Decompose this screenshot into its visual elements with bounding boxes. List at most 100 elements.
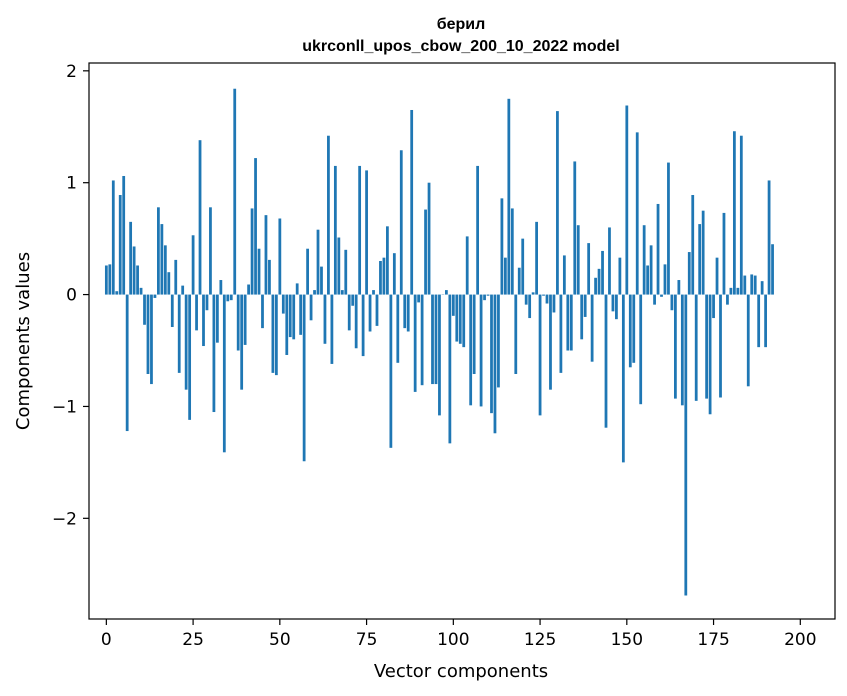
- y-tick-label: 2: [66, 62, 77, 82]
- bar: [528, 294, 532, 319]
- bar: [476, 165, 480, 295]
- y-tick-label: 1: [66, 174, 77, 194]
- bar: [625, 105, 629, 295]
- bar: [247, 284, 250, 295]
- bar: [458, 294, 462, 344]
- bar: [285, 294, 289, 355]
- bar: [299, 294, 303, 335]
- bar: [483, 294, 486, 301]
- bar: [757, 294, 761, 348]
- bar: [209, 207, 212, 295]
- bar: [753, 275, 757, 295]
- bar: [139, 287, 143, 295]
- bar: [274, 294, 278, 376]
- bar: [611, 294, 615, 312]
- bar: [379, 261, 382, 295]
- bar: [590, 294, 594, 362]
- bar: [486, 294, 490, 296]
- bar: [410, 109, 414, 295]
- bar: [351, 294, 355, 306]
- bar: [365, 170, 368, 295]
- bar: [143, 294, 146, 325]
- bar: [514, 294, 518, 374]
- bar: [420, 294, 424, 386]
- bar: [330, 294, 334, 364]
- bar: [684, 294, 688, 596]
- bar: [660, 294, 663, 297]
- bar: [403, 294, 407, 329]
- bar: [327, 135, 330, 295]
- bar: [434, 294, 438, 385]
- bar: [382, 257, 386, 295]
- bar: [545, 294, 549, 304]
- bar: [427, 182, 431, 295]
- bar: [608, 227, 611, 295]
- bar: [264, 215, 268, 295]
- bar: [323, 294, 327, 344]
- bar: [108, 264, 112, 295]
- bar: [493, 294, 497, 434]
- bar: [288, 294, 292, 338]
- bar: [118, 195, 122, 295]
- bar: [490, 294, 493, 414]
- bar: [292, 294, 296, 340]
- bar: [177, 294, 181, 373]
- bar: [580, 294, 584, 340]
- bar: [736, 287, 740, 295]
- bar: [674, 294, 677, 399]
- bar: [132, 246, 136, 295]
- bar: [549, 294, 552, 390]
- x-axis: 0 25 50 75 100 125 150 175 200: [101, 619, 817, 650]
- bar: [691, 195, 695, 295]
- bar: [726, 294, 729, 305]
- bar: [677, 280, 681, 295]
- bar: [236, 294, 240, 351]
- bar: [316, 229, 320, 295]
- bar: [538, 294, 542, 416]
- bar: [358, 165, 362, 295]
- bar: [455, 294, 459, 342]
- bar: [621, 294, 625, 463]
- bar-series: [104, 88, 774, 596]
- bar: [535, 221, 538, 295]
- bar: [729, 287, 733, 295]
- bar: [739, 135, 743, 295]
- bar: [635, 132, 639, 295]
- bar: [111, 180, 115, 295]
- bar: [202, 294, 205, 347]
- bar: [389, 294, 393, 448]
- bar: [163, 245, 167, 295]
- bar: [500, 198, 504, 295]
- bar: [698, 224, 702, 295]
- bar: [354, 294, 358, 349]
- x-axis-label: Vector components: [374, 661, 548, 682]
- bar: [615, 294, 618, 320]
- bar: [129, 221, 133, 295]
- bar: [160, 224, 164, 295]
- bar: [670, 294, 674, 311]
- bar: [559, 294, 563, 373]
- bar: [587, 243, 591, 295]
- x-tick-label: 25: [182, 630, 204, 650]
- bar: [601, 250, 604, 295]
- bar: [243, 294, 247, 345]
- bar: [497, 294, 500, 388]
- bar: [653, 294, 656, 305]
- bar: [694, 294, 698, 401]
- bar: [767, 180, 771, 295]
- bar: [764, 294, 767, 348]
- bar: [368, 294, 372, 332]
- bar: [313, 290, 316, 295]
- x-tick-label: 125: [524, 630, 556, 650]
- bar: [195, 294, 198, 331]
- bar: [628, 294, 632, 368]
- bar: [344, 249, 348, 295]
- bar: [157, 207, 160, 295]
- bar: [229, 294, 233, 301]
- bar: [680, 294, 684, 406]
- bar: [240, 294, 244, 390]
- bar: [424, 209, 427, 295]
- bar: [417, 294, 421, 303]
- bar: [472, 294, 476, 374]
- bar: [150, 294, 153, 385]
